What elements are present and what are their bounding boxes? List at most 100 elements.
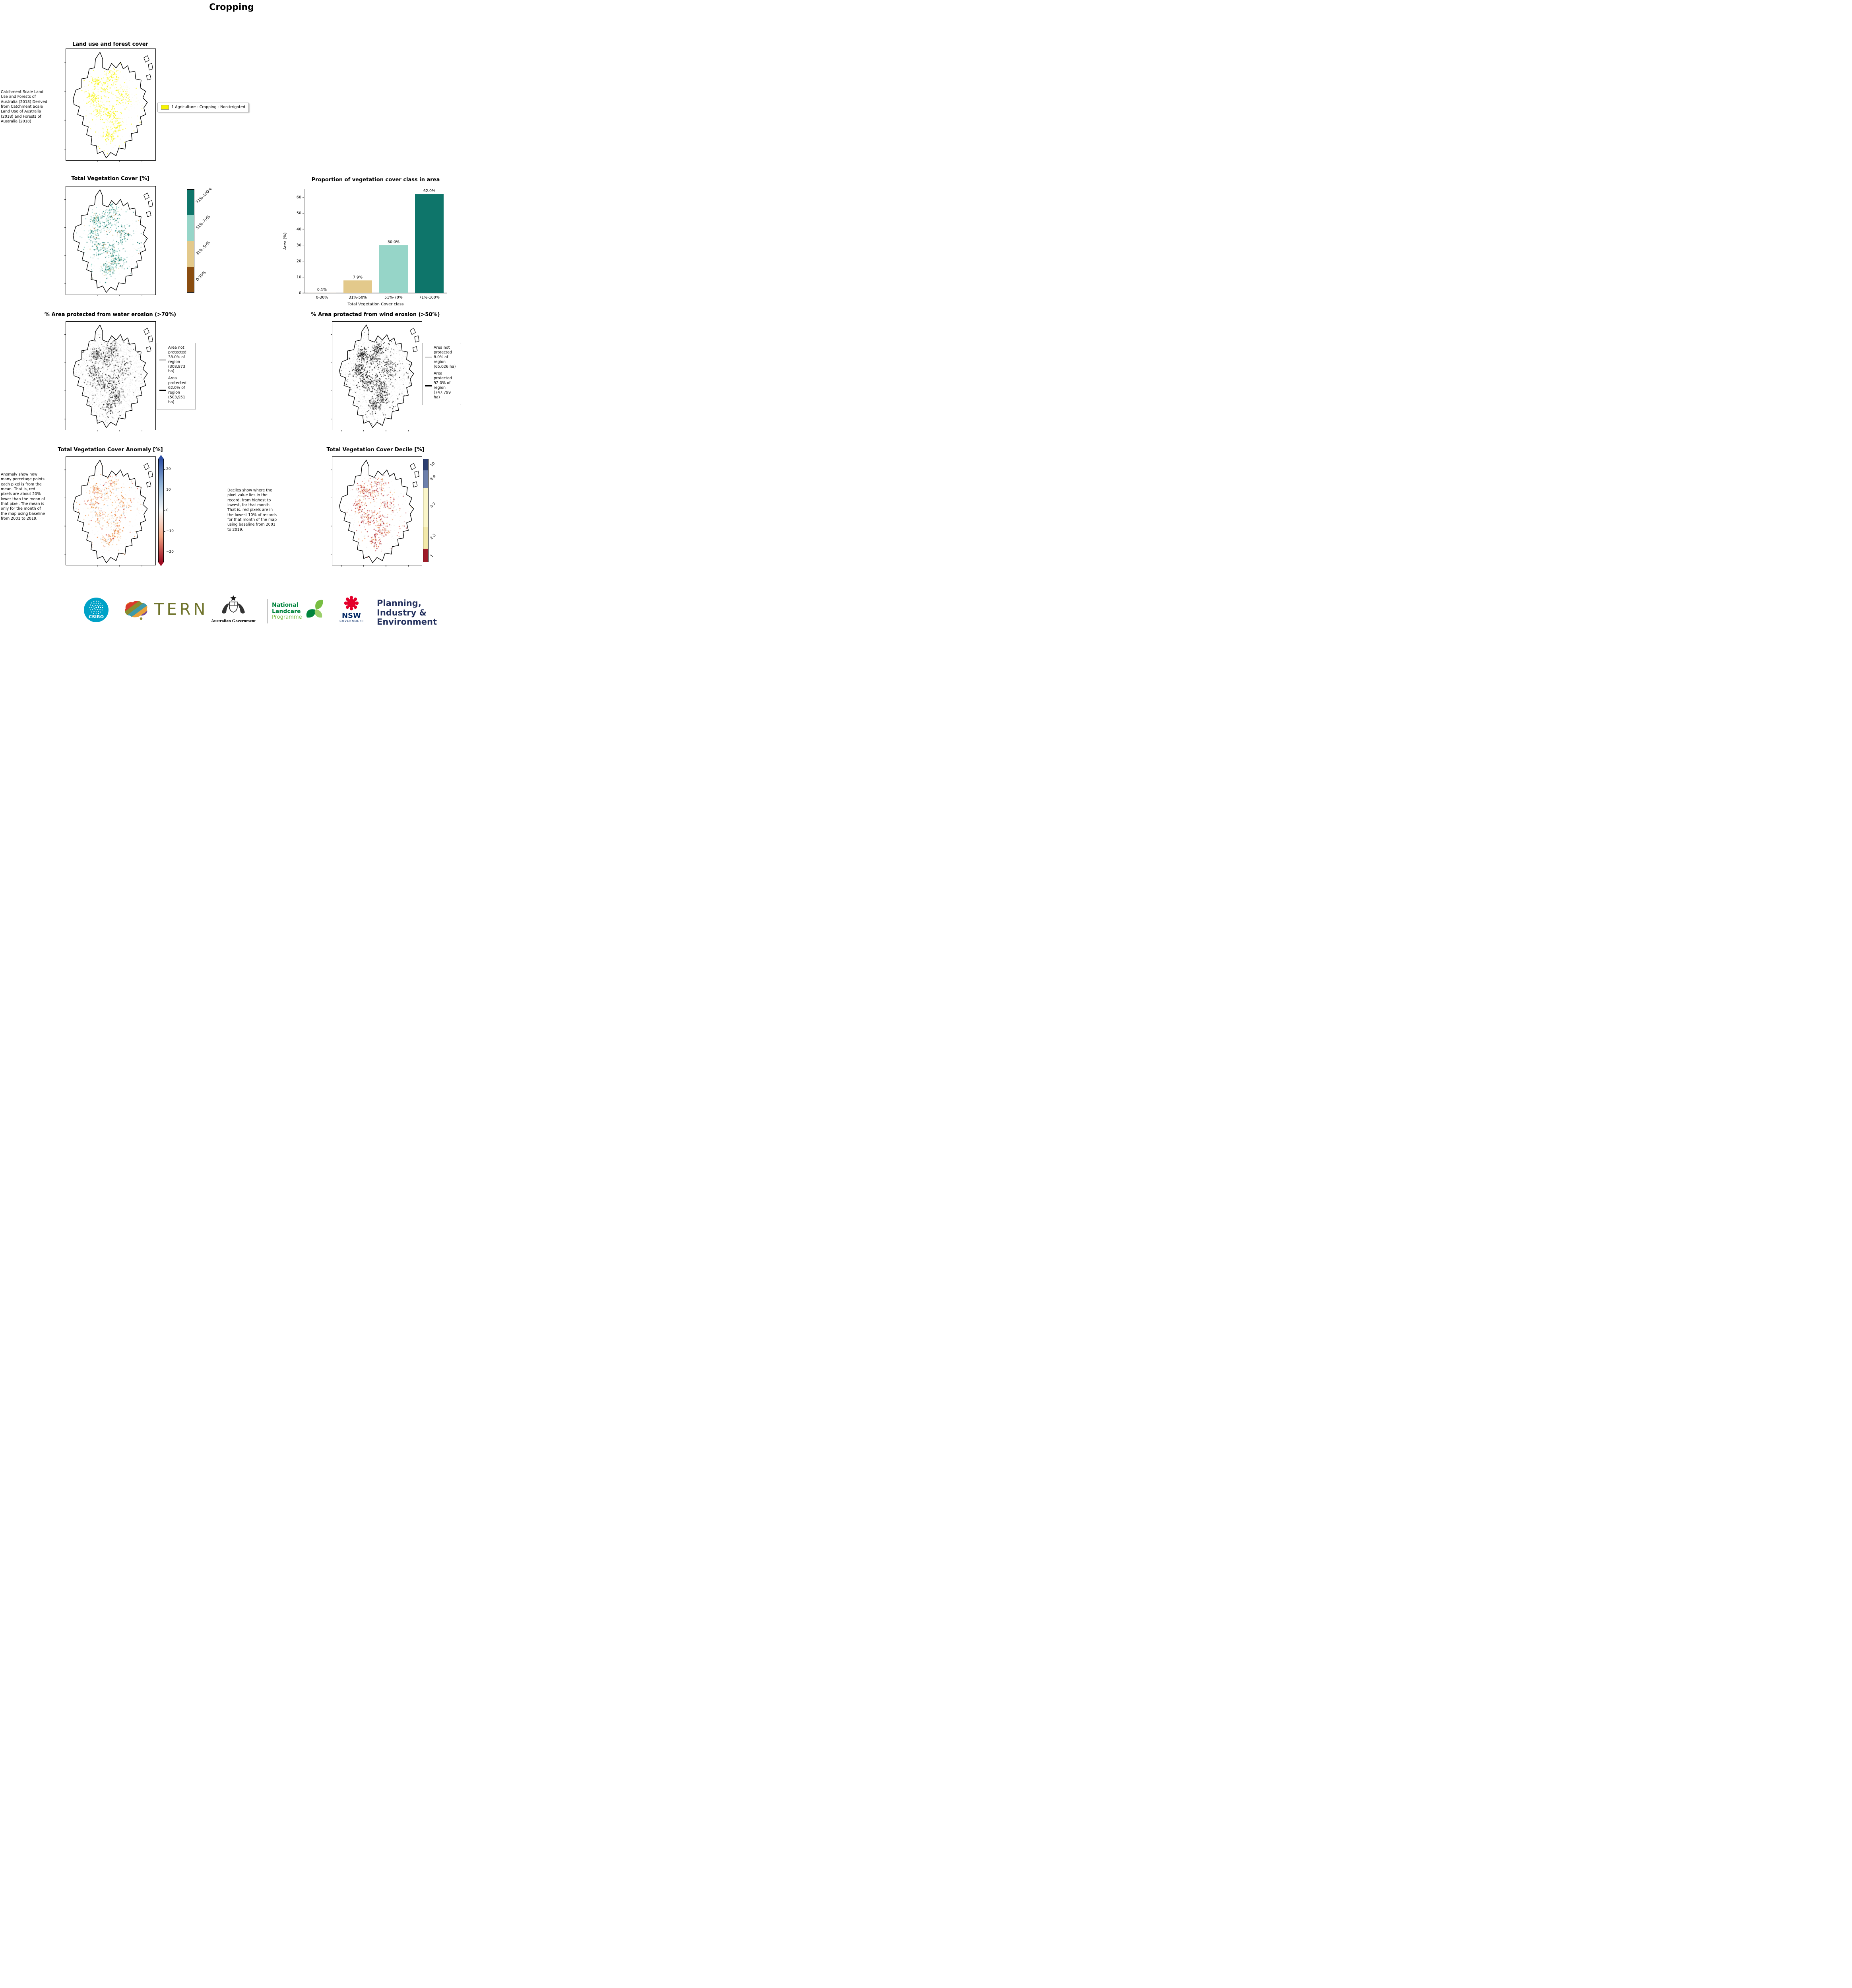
colorbar-lower-tip [158,562,164,566]
landcare-line2: Landcare [272,608,301,615]
svg-text:Area (%): Area (%) [283,233,287,250]
footer-divider [267,599,268,623]
landuse-map-title: Land use and forest cover [72,41,148,47]
svg-text:7.9%: 7.9% [353,275,363,280]
dpie-line3: Environment [377,617,437,627]
tern-wordmark: TERN [154,600,208,619]
colorbar-segment [423,459,429,470]
legend-entry-protected: Area protected 92.0% of region (747,799 … [425,371,458,400]
anomaly-map-title: Total Vegetation Cover Anomaly [%] [58,447,163,453]
colorbar-segment-label: 71%-100% [195,187,213,205]
colorbar-segment-label: 31%-50% [195,240,211,256]
landcare-logo [306,600,323,618]
svg-text:10: 10 [297,275,301,280]
colorbar-tick-label: 0 [166,509,169,513]
landuse-source-note: Catchment Scale Land Use and Forests of … [1,90,47,124]
svg-text:0-30%: 0-30% [316,295,328,300]
landuse-legend: 1 Agriculture - Cropping - Non-irrigated [157,103,249,112]
svg-text:0.1%: 0.1% [317,288,327,292]
colorbar-tick-label: 10 [166,488,171,492]
colorbar-tick-label: 20 [166,467,171,471]
protected-label: Area protected 62.0% of region (503,951 … [168,376,186,404]
colorbar-segment [423,487,429,527]
colorbar-segment [423,549,429,562]
nsw-wordmark: NSW [342,612,361,620]
anomaly-map [64,456,156,567]
catchment-boundary [64,460,153,567]
page-title: Cropping [209,2,254,12]
colorbar-tick-label: −20 [166,550,174,554]
nsw-waratah-icon [344,596,359,611]
svg-text:50: 50 [297,211,301,215]
legend-entry-not-protected: Area not protected 38.0% of region (308,… [159,346,193,374]
svg-text:20: 20 [297,259,301,264]
protected-label: Area protected 92.0% of region (747,799 … [434,371,452,400]
colorbar-segment [187,215,194,241]
protected-swatch [425,385,432,386]
not-protected-swatch [425,356,432,358]
cropping-swatch [161,105,169,110]
svg-text:Proportion of vegetation cover: Proportion of vegetation cover class in … [312,177,440,183]
cropping-legend-label: 1 Agriculture - Cropping - Non-irrigated [171,105,245,110]
colorbar-tick-label: −10 [166,529,174,533]
tern-australia-icon [125,600,147,620]
national-landcare-wordmark: National Landcare Programme [272,602,302,621]
catchment-boundary [331,324,419,431]
dpie-line1: Planning, [377,598,421,608]
colorbar-upper-tip [158,455,164,459]
tvc-map-title: Total Vegetation Cover [%] [71,176,149,182]
colorbar-segment [423,470,429,488]
wind-erosion-map-title: % Area protected from wind erosion (>50%… [311,312,440,318]
water-erosion-map [64,321,156,431]
catchment-boundary [64,189,153,296]
colorbar-segment-label: 0-30% [195,270,207,282]
not-protected-label: Area not protected 38.0% of region (308,… [168,346,186,374]
decile-map-title: Total Vegetation Cover Decile [%] [326,447,425,453]
water-erosion-map-title: % Area protected from water erosion (>70… [44,312,176,318]
decile-map [331,456,422,567]
not-protected-label: Area not protected 8.0% of region (65,02… [434,346,456,369]
svg-text:31%-50%: 31%-50% [349,295,367,300]
australian-government-crest [222,595,245,613]
not-protected-swatch [159,359,166,361]
footer-logos: CSIRO TERN Austral [0,592,463,631]
svg-text:30: 30 [297,243,301,248]
tvc-colorbar: 71%-100% 51%-70% 31%-50% 0-30% [187,187,213,293]
colorbar-segment-label: 1 [429,553,434,559]
wind-erosion-legend: Area not protected 8.0% of region (65,02… [422,343,461,405]
legend-entry-protected: Area protected 62.0% of region (503,951 … [159,376,193,404]
colorbar-segment-label: 51%-70% [195,214,211,231]
colorbar-segment [187,189,194,215]
protected-swatch [159,389,166,391]
colorbar-segment [187,241,194,267]
legend-entry-not-protected: Area not protected 8.0% of region (65,02… [425,346,458,369]
svg-text:30.0%: 30.0% [388,240,399,245]
colorbar-segment-label: 8-9 [429,474,437,482]
svg-text:60: 60 [297,195,301,200]
decile-note: Deciles show where the pixel value lies … [227,488,277,532]
colorbar-segment-label: 10 [429,461,436,468]
report-page: Cropping Land use and forest cover Catch… [0,0,463,635]
tvc-map [64,186,156,296]
decile-colorbar: 10 8-9 4-7 2-3 1 [423,459,437,562]
catchment-boundary [331,460,419,567]
nsw-government-label: GOVERNMENT [339,619,365,623]
svg-text:71%-100%: 71%-100% [419,295,440,300]
landuse-map [64,49,156,162]
water-erosion-legend: Area not protected 38.0% of region (308,… [157,343,196,410]
australian-government-caption: Australian Government [211,619,256,623]
wind-erosion-map [331,321,422,431]
svg-text:51%-70%: 51%-70% [384,295,403,300]
proportion-chart: Proportion of vegetation cover class in … [283,177,447,306]
svg-text:40: 40 [297,227,301,231]
anomaly-colorbar: 20 10 0 −10 −20 [158,455,174,566]
landcare-line3: Programme [272,614,302,621]
landcare-line1: National [272,602,299,608]
colorbar-segment-label: 2-3 [429,533,437,541]
svg-text:62.0%: 62.0% [423,189,435,193]
catchment-boundary [64,52,153,162]
anomaly-note: Anomaly show how many percetage points e… [1,472,45,521]
colorbar-segment [187,267,194,293]
colorbar-segment-label: 4-7 [429,501,437,509]
colorbar-segment [423,527,429,549]
